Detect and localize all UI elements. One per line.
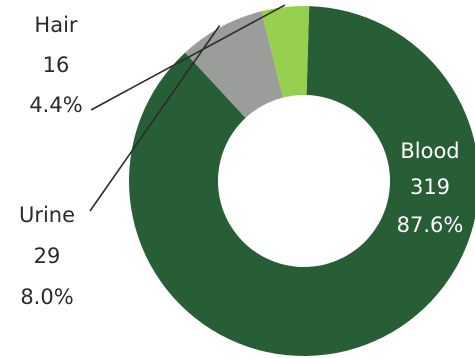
slice-label-urine-name: Urine	[19, 203, 75, 227]
slice-label-hair-name: Hair	[34, 13, 77, 37]
leader-line-urine	[89, 24, 221, 212]
slice-urine	[185, 11, 284, 118]
donut-slices	[129, 5, 475, 356]
slice-label-urine-value: 29	[34, 244, 61, 268]
slice-label-hair-value: 16	[43, 53, 70, 77]
leader-lines	[89, 4, 286, 212]
slice-label-blood-name: Blood	[400, 139, 459, 163]
slice-label-blood-value: 319	[410, 175, 450, 199]
slice-blood	[129, 6, 475, 356]
slice-hair	[261, 5, 310, 98]
slice-label-blood-percent: 87.6%	[397, 213, 464, 237]
slice-label-hair-percent: 4.4%	[29, 93, 82, 117]
leader-line-hair	[90, 4, 286, 111]
slice-label-urine-percent: 8.0%	[20, 285, 73, 309]
